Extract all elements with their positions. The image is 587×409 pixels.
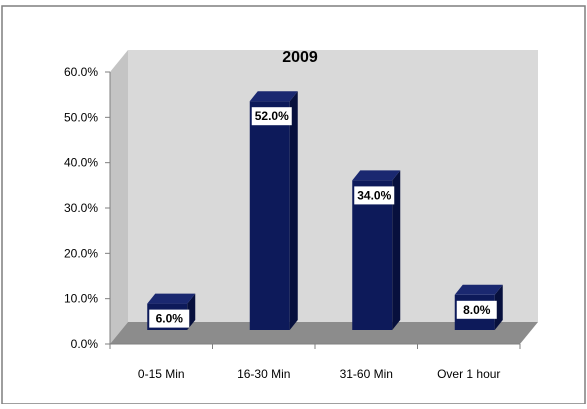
data-label-box (251, 107, 292, 126)
data-label: 6.0% (149, 309, 190, 328)
bar (352, 170, 401, 330)
data-label-text: 6.0% (156, 312, 184, 326)
side-wall (110, 50, 128, 344)
bar-front-face (352, 180, 393, 330)
x-tick-label: 31-60 Min (340, 367, 393, 381)
y-tick-label: 20.0% (64, 246, 98, 260)
bar-top-face (352, 170, 401, 181)
data-label-text: 8.0% (463, 303, 491, 317)
floor (110, 322, 538, 344)
data-label: 8.0% (456, 300, 497, 319)
chart-title: 2009 (282, 49, 318, 66)
bar-top-face (147, 293, 196, 304)
data-label-text: 34.0% (357, 188, 391, 202)
y-tick-label: 10.0% (64, 292, 98, 306)
data-label-box (354, 186, 395, 205)
y-tick-label: 60.0% (64, 65, 98, 79)
data-label: 34.0% (354, 186, 395, 205)
x-tick-label: 16-30 Min (237, 367, 290, 381)
y-tick-label: 40.0% (64, 156, 98, 170)
bar-top-face (249, 91, 298, 102)
data-label-box (456, 300, 497, 319)
bar (249, 91, 298, 330)
y-tick-label: 0.0% (71, 337, 99, 351)
x-tick-label: 0-15 Min (138, 367, 185, 381)
bar-front-face (249, 101, 290, 330)
data-label-text: 52.0% (255, 109, 289, 123)
bar-side-face (392, 170, 401, 330)
bar-side-face (289, 91, 298, 330)
data-label: 52.0% (251, 107, 292, 126)
y-tick-label: 30.0% (64, 201, 98, 215)
bar-top-face (454, 284, 503, 295)
data-label-box (149, 309, 190, 328)
back-wall (128, 50, 538, 322)
y-tick-label: 50.0% (64, 110, 98, 124)
x-tick-label: Over 1 hour (437, 367, 500, 381)
